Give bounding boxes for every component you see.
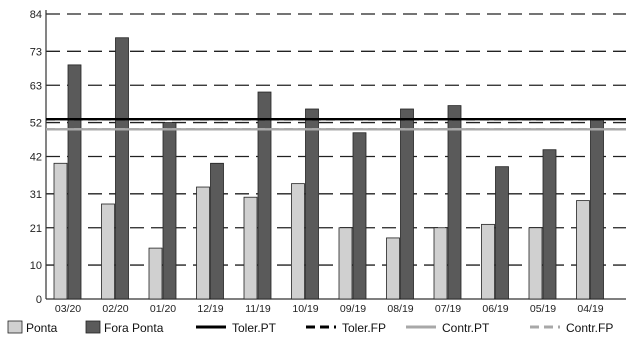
bars bbox=[53, 37, 604, 300]
bar-fora-ponta-04-19 bbox=[590, 118, 604, 300]
y-tick-label: 73 bbox=[30, 46, 42, 58]
bar-ponta-08-19 bbox=[386, 237, 400, 300]
bar-fora-ponta-10-19 bbox=[305, 108, 319, 300]
bar-fora-ponta-07-19 bbox=[447, 105, 462, 300]
bar-fora-ponta-12-19 bbox=[210, 162, 224, 300]
legend-label-contr-pt: Contr.PT bbox=[442, 321, 490, 335]
x-tick-label: 04/19 bbox=[577, 303, 603, 315]
bar-fora-ponta-01-20 bbox=[162, 122, 177, 300]
y-tick-label: 52 bbox=[30, 118, 42, 130]
x-tick-label: 05/19 bbox=[530, 303, 556, 315]
x-tick-label: 02/20 bbox=[102, 303, 128, 315]
y-tick-label: 21 bbox=[30, 223, 42, 235]
y-tick-label: 10 bbox=[30, 260, 42, 272]
y-tick-labels: 0 10 21 31 42 52 63 73 84 bbox=[30, 9, 42, 306]
legend-swatch-ponta bbox=[7, 320, 23, 334]
bar-ponta-05-19 bbox=[528, 227, 543, 300]
legend-label-fora-ponta: Fora Ponta bbox=[104, 321, 164, 335]
bar-ponta-07-19 bbox=[433, 227, 448, 300]
reference-lines bbox=[46, 117, 626, 131]
x-tick-label: 06/19 bbox=[482, 303, 508, 315]
legend-label-toler-pt: Toler.PT bbox=[232, 321, 277, 335]
x-tick-label: 11/19 bbox=[245, 303, 271, 315]
x-tick-label: 03/20 bbox=[55, 303, 81, 315]
x-tick-label: 12/19 bbox=[197, 303, 223, 315]
bar-ponta-11-19 bbox=[243, 196, 258, 300]
x-tick-label: 09/19 bbox=[340, 303, 366, 315]
bar-ponta-10-19 bbox=[291, 183, 305, 300]
bar-fora-ponta-11-19 bbox=[257, 91, 272, 300]
y-tick-label: 63 bbox=[30, 80, 42, 92]
y-tick-label: 84 bbox=[30, 9, 42, 21]
legend-label-contr-fp: Contr.FP bbox=[566, 321, 613, 335]
bar-fora-ponta-06-19 bbox=[495, 166, 509, 300]
bar-fora-ponta-03-20 bbox=[67, 64, 82, 300]
y-tick-label: 31 bbox=[30, 189, 42, 201]
legend-label-ponta: Ponta bbox=[26, 321, 58, 335]
x-tick-label: 01/20 bbox=[150, 303, 176, 315]
x-tick-label: 07/19 bbox=[435, 303, 461, 315]
bar-ponta-03-20 bbox=[53, 162, 68, 300]
legend-label-toler-fp: Toler.FP bbox=[342, 321, 386, 335]
bar-ponta-02-20 bbox=[101, 203, 115, 300]
y-tick-label: 0 bbox=[36, 294, 42, 306]
bar-ponta-01-20 bbox=[148, 247, 163, 300]
bar-ponta-06-19 bbox=[481, 223, 495, 300]
bar-ponta-12-19 bbox=[196, 186, 210, 300]
y-tick-label: 42 bbox=[30, 152, 42, 164]
legend: Ponta Fora Ponta Toler.PT Toler.FP Contr.PT C… bbox=[7, 320, 613, 335]
bar-fora-ponta-09-19 bbox=[352, 132, 367, 300]
x-tick-labels: 03/20 02/20 01/20 12/19 11/19 10/19 09/19 08/19… bbox=[55, 303, 604, 315]
bar-fora-ponta-08-19 bbox=[400, 108, 414, 300]
bar-fora-ponta-02-20 bbox=[115, 37, 129, 300]
bar-fora-ponta-05-19 bbox=[542, 149, 557, 300]
x-tick-label: 10/19 bbox=[292, 303, 318, 315]
bar-ponta-09-19 bbox=[338, 227, 353, 300]
bar-ponta-04-19 bbox=[576, 200, 590, 300]
legend-swatch-fora-ponta bbox=[85, 320, 101, 334]
x-tick-label: 08/19 bbox=[387, 303, 413, 315]
